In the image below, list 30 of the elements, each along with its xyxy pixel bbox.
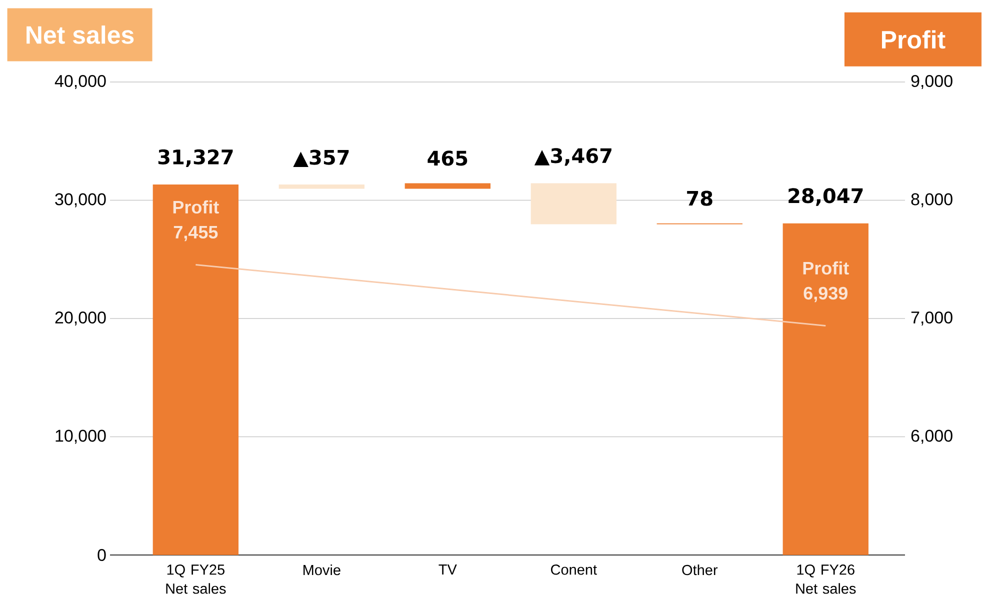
data-label: 31,327 xyxy=(158,149,233,168)
y2-tick-label: 6,000 xyxy=(911,430,952,444)
bar xyxy=(530,183,616,224)
data-label: Profit 6,939 xyxy=(803,261,849,302)
data-label: ▲3,467 xyxy=(534,148,612,166)
data-label: 28,047 xyxy=(788,188,863,206)
bar xyxy=(404,183,490,189)
y-tick-label: 30,000 xyxy=(55,193,106,208)
bar xyxy=(278,184,365,189)
x-tick-label: TV xyxy=(438,564,457,574)
x-tick-label: 1Q FY26 Net sales xyxy=(796,564,856,594)
y-tick-label: 10,000 xyxy=(56,430,106,444)
x-tick-label: 1Q FY25 Net sales xyxy=(166,564,226,594)
y2-tick-label: 8,000 xyxy=(911,193,952,208)
x-tick-label: Conent xyxy=(551,564,597,575)
y2-axis-title: Profit xyxy=(882,30,946,49)
bar xyxy=(152,184,239,555)
y2-tick-label: 7,000 xyxy=(911,311,952,326)
data-label: 78 xyxy=(687,190,712,206)
data-label: ▲357 xyxy=(293,150,349,168)
bar xyxy=(782,223,868,555)
y-tick-label: 20,000 xyxy=(55,311,106,326)
y-tick-label: 0 xyxy=(98,548,106,562)
data-label: 465 xyxy=(428,150,468,166)
y2-tick-label: 9,000 xyxy=(911,74,952,90)
y-axis-title: Net sales xyxy=(26,26,134,44)
x-tick-label: Other xyxy=(682,564,718,576)
data-label: Profit 7,455 xyxy=(173,200,219,242)
x-tick-label: Movie xyxy=(304,564,340,576)
y-tick-label: 40,000 xyxy=(54,74,106,90)
